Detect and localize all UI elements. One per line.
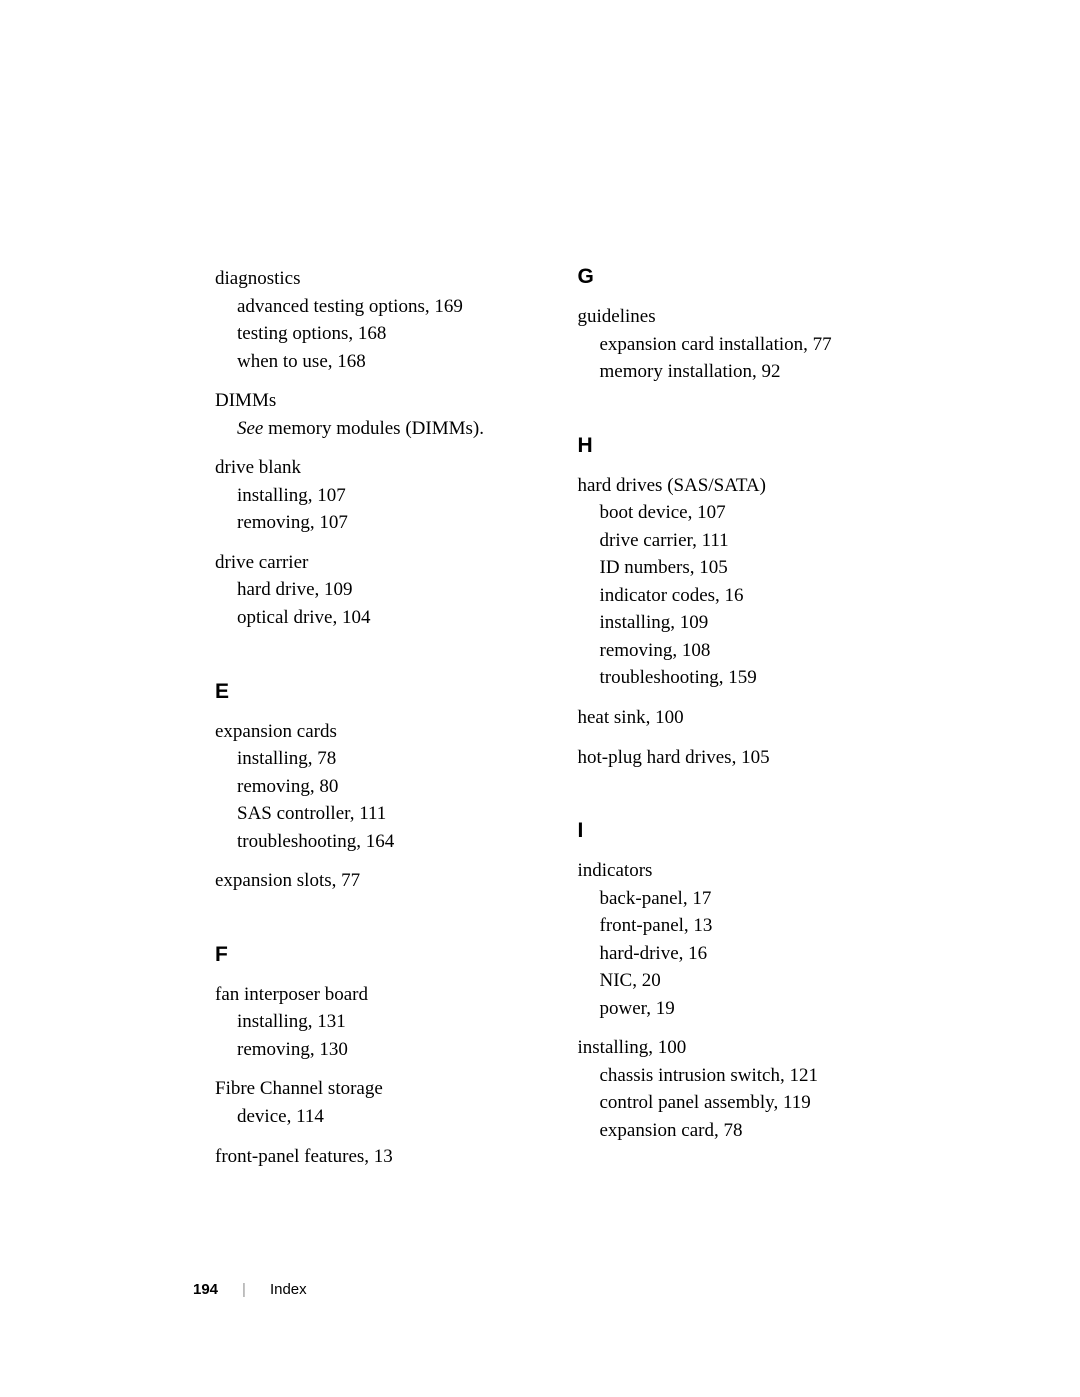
entry-head: installing, 100 (578, 1034, 881, 1062)
entry-sub: testing options, 168 (215, 320, 518, 348)
entry-sub: hard-drive, 16 (578, 940, 881, 968)
entry-sub-see: See memory modules (DIMMs). (215, 415, 518, 443)
page-content: diagnostics advanced testing options, 16… (0, 0, 1080, 1182)
entry-head: hard drives (SAS/SATA) (578, 472, 881, 500)
entry-sub: installing, 107 (215, 482, 518, 510)
entry-head: Fibre Channel storage (215, 1075, 518, 1103)
entry-head: drive blank (215, 454, 518, 482)
entry-dimms: DIMMs See memory modules (DIMMs). (215, 387, 518, 442)
right-column: G guidelines expansion card installation… (578, 265, 881, 1182)
entry-head: hot-plug hard drives, 105 (578, 744, 881, 772)
entry-sub: boot device, 107 (578, 499, 881, 527)
entry-head: drive carrier (215, 549, 518, 577)
see-rest: memory modules (DIMMs). (263, 418, 484, 439)
entry-sub: installing, 78 (215, 745, 518, 773)
entry-drive-carrier: drive carrier hard drive, 109 optical dr… (215, 549, 518, 632)
entry-sub: expansion card installation, 77 (578, 331, 881, 359)
entry-sub: control panel assembly, 119 (578, 1089, 881, 1117)
entry-sub: memory installation, 92 (578, 358, 881, 386)
entry-head: expansion slots, 77 (215, 867, 518, 895)
section-letter-g: G (578, 265, 881, 289)
entry-sub: installing, 109 (578, 609, 881, 637)
entry-heat-sink: heat sink, 100 (578, 704, 881, 732)
entry-sub: ID numbers, 105 (578, 554, 881, 582)
entry-drive-blank: drive blank installing, 107 removing, 10… (215, 454, 518, 537)
entry-sub: troubleshooting, 159 (578, 664, 881, 692)
entry-hot-plug: hot-plug hard drives, 105 (578, 744, 881, 772)
entry-sub: installing, 131 (215, 1008, 518, 1036)
entry-head: fan interposer board (215, 981, 518, 1009)
entry-sub: SAS controller, 111 (215, 800, 518, 828)
entry-sub: when to use, 168 (215, 348, 518, 376)
entry-expansion-cards: expansion cards installing, 78 removing,… (215, 718, 518, 856)
page-footer: 194 | Index (193, 1281, 307, 1298)
entry-sub: power, 19 (578, 995, 881, 1023)
entry-expansion-slots: expansion slots, 77 (215, 867, 518, 895)
entry-head: diagnostics (215, 265, 518, 293)
entry-sub: hard drive, 109 (215, 576, 518, 604)
entry-sub: drive carrier, 111 (578, 527, 881, 555)
entry-head: front-panel features, 13 (215, 1143, 518, 1171)
entry-sub: NIC, 20 (578, 967, 881, 995)
entry-fibre-channel: Fibre Channel storage device, 114 (215, 1075, 518, 1130)
entry-diagnostics: diagnostics advanced testing options, 16… (215, 265, 518, 375)
page-number: 194 (193, 1281, 218, 1298)
entry-sub: removing, 107 (215, 509, 518, 537)
footer-separator: | (242, 1281, 246, 1298)
entry-head: DIMMs (215, 387, 518, 415)
entry-head: heat sink, 100 (578, 704, 881, 732)
entry-sub: removing, 130 (215, 1036, 518, 1064)
entry-sub: expansion card, 78 (578, 1117, 881, 1145)
entry-front-panel: front-panel features, 13 (215, 1143, 518, 1171)
entry-sub: front-panel, 13 (578, 912, 881, 940)
section-letter-f: F (215, 943, 518, 967)
entry-head: guidelines (578, 303, 881, 331)
section-letter-h: H (578, 434, 881, 458)
entry-guidelines: guidelines expansion card installation, … (578, 303, 881, 386)
entry-sub: troubleshooting, 164 (215, 828, 518, 856)
entry-indicators: indicators back-panel, 17 front-panel, 1… (578, 857, 881, 1022)
see-prefix: See (237, 418, 263, 439)
entry-sub: removing, 108 (578, 637, 881, 665)
entry-sub: back-panel, 17 (578, 885, 881, 913)
left-column: diagnostics advanced testing options, 16… (215, 265, 518, 1182)
entry-sub: advanced testing options, 169 (215, 293, 518, 321)
entry-sub: removing, 80 (215, 773, 518, 801)
entry-head: expansion cards (215, 718, 518, 746)
entry-sub: indicator codes, 16 (578, 582, 881, 610)
section-letter-e: E (215, 680, 518, 704)
entry-sub: device, 114 (215, 1103, 518, 1131)
entry-head: indicators (578, 857, 881, 885)
section-letter-i: I (578, 819, 881, 843)
entry-sub: chassis intrusion switch, 121 (578, 1062, 881, 1090)
entry-fan-interposer: fan interposer board installing, 131 rem… (215, 981, 518, 1064)
entry-installing: installing, 100 chassis intrusion switch… (578, 1034, 881, 1144)
entry-hard-drives: hard drives (SAS/SATA) boot device, 107 … (578, 472, 881, 692)
footer-label: Index (270, 1281, 307, 1298)
entry-sub: optical drive, 104 (215, 604, 518, 632)
